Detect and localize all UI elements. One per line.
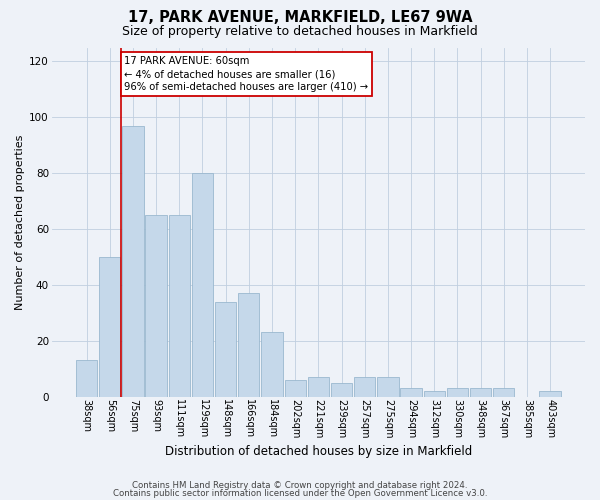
Bar: [308, 377, 329, 396]
Bar: [424, 391, 445, 396]
Text: Contains public sector information licensed under the Open Government Licence v3: Contains public sector information licen…: [113, 488, 487, 498]
Bar: [215, 302, 236, 396]
Text: Contains HM Land Registry data © Crown copyright and database right 2024.: Contains HM Land Registry data © Crown c…: [132, 481, 468, 490]
Bar: [447, 388, 468, 396]
Bar: [470, 388, 491, 396]
Bar: [192, 173, 213, 396]
Text: Size of property relative to detached houses in Markfield: Size of property relative to detached ho…: [122, 25, 478, 38]
Bar: [145, 215, 167, 396]
Bar: [169, 215, 190, 396]
Bar: [76, 360, 97, 396]
Text: 17 PARK AVENUE: 60sqm
← 4% of detached houses are smaller (16)
96% of semi-detac: 17 PARK AVENUE: 60sqm ← 4% of detached h…: [124, 56, 368, 92]
Bar: [122, 126, 143, 396]
Bar: [493, 388, 514, 396]
X-axis label: Distribution of detached houses by size in Markfield: Distribution of detached houses by size …: [165, 444, 472, 458]
Text: 17, PARK AVENUE, MARKFIELD, LE67 9WA: 17, PARK AVENUE, MARKFIELD, LE67 9WA: [128, 10, 472, 25]
Bar: [262, 332, 283, 396]
Bar: [354, 377, 376, 396]
Bar: [331, 382, 352, 396]
Bar: [284, 380, 306, 396]
Y-axis label: Number of detached properties: Number of detached properties: [15, 134, 25, 310]
Bar: [400, 388, 422, 396]
Bar: [99, 257, 121, 396]
Bar: [539, 391, 561, 396]
Bar: [238, 294, 259, 397]
Bar: [377, 377, 398, 396]
